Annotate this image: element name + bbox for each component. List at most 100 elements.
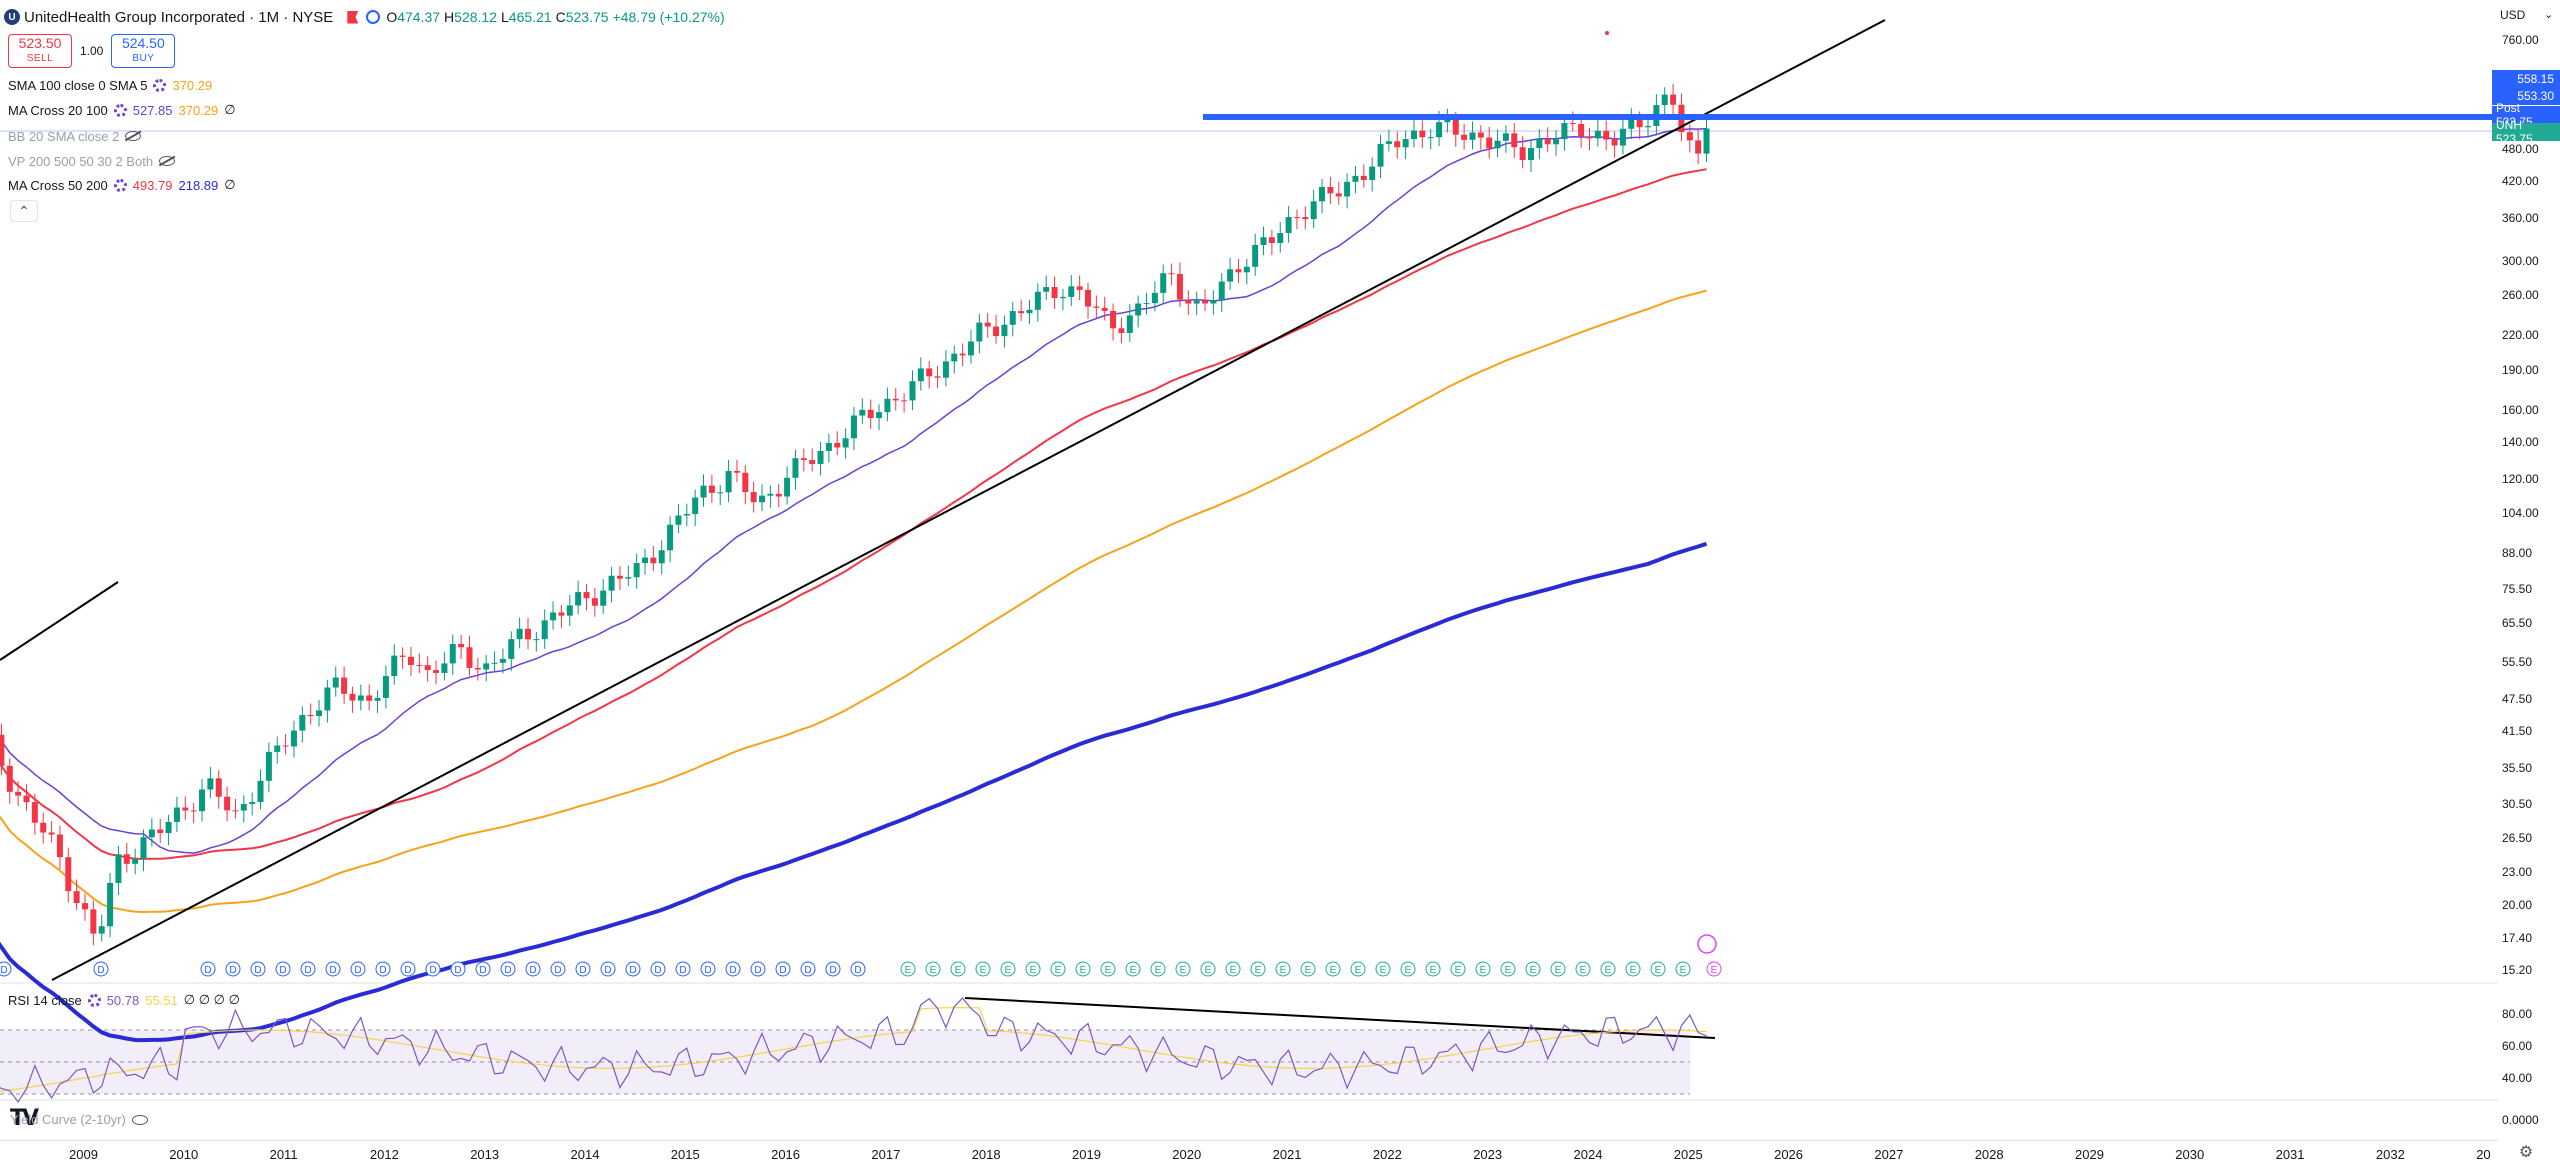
earnings-marker: E	[1455, 965, 1462, 976]
dividend-marker-bg	[0, 961, 12, 977]
sell-price: 523.50	[18, 35, 62, 51]
rsi-axis-label: 80.00	[2502, 1007, 2533, 1021]
candle-body	[600, 590, 607, 606]
trendline	[51, 19, 1886, 981]
hidden-eye-icon[interactable]	[159, 156, 176, 166]
price-axis[interactable]: 760.00600.00480.00420.00360.00300.00260.…	[2498, 0, 2560, 1140]
dividend-marker: D	[404, 965, 411, 976]
candle-body	[341, 677, 348, 694]
candle-body	[767, 493, 774, 496]
candle-body	[1135, 303, 1142, 316]
candle-body	[1628, 118, 1635, 129]
rsi-legend[interactable]: RSI 14 close 50.78 55.51 ∅ ∅ ∅ ∅	[8, 992, 240, 1008]
time-label: 2020	[1172, 1147, 1202, 1162]
earnings-marker-bg	[1500, 961, 1516, 977]
candle-body	[15, 791, 22, 796]
settings-icon[interactable]	[113, 178, 127, 192]
candle-body	[1218, 281, 1225, 301]
dividend-marker-bg	[425, 961, 441, 977]
hidden-eye-icon[interactable]	[125, 131, 142, 141]
drawn-trendlines[interactable]	[0, 19, 2498, 1039]
candle-body	[1034, 291, 1041, 310]
collapse-legend-button[interactable]: ⌃	[10, 200, 38, 222]
indicator-vp[interactable]: VP 200 500 50 30 2 Both	[8, 152, 176, 170]
earnings-marker-bg	[1425, 961, 1441, 977]
flag-icon[interactable]	[347, 10, 359, 24]
price-label: 260.00	[2502, 287, 2539, 302]
settings-icon[interactable]	[153, 78, 167, 92]
indicator-bb[interactable]: BB 20 SMA close 2	[8, 127, 142, 145]
price-label: 104.00	[2502, 505, 2539, 520]
dividend-marker-bg	[300, 961, 316, 977]
currency-selector[interactable]: USD	[2500, 8, 2526, 22]
spread-value: 1.00	[80, 44, 104, 58]
sell-button[interactable]: 523.50 SELL	[8, 34, 72, 68]
time-label: 2021	[1272, 1147, 1302, 1162]
indicator-value: 493.79	[132, 177, 173, 193]
time-label: 2016	[771, 1147, 801, 1162]
candle-body	[449, 643, 456, 664]
yield-curve-legend[interactable]: Yield Curve (2-10yr)	[8, 1112, 148, 1127]
market-status-icon[interactable]	[366, 10, 381, 24]
candle-body	[508, 639, 515, 659]
tradingview-logo-icon[interactable]: TV	[10, 1106, 39, 1131]
dividend-marker: D	[804, 965, 811, 976]
indicator-ma-cross-20-100[interactable]: MA Cross 20 100 527.85 370.29 ∅	[8, 101, 236, 119]
rsi-trendline	[964, 997, 1716, 1039]
candle-body	[357, 695, 364, 701]
gear-icon[interactable]: ⚙	[2518, 1144, 2534, 1161]
candle-body	[1469, 132, 1476, 140]
candle-body	[708, 485, 715, 493]
chevron-down-icon[interactable]: ⌄	[2544, 9, 2554, 21]
candle-body	[825, 442, 832, 451]
candlesticks	[0, 83, 1710, 946]
earnings-marker: E	[1680, 965, 1687, 976]
candle-body	[1210, 300, 1217, 304]
earnings-marker: E	[1355, 965, 1362, 976]
price-tag: 558.15	[2492, 70, 2560, 88]
time-label: 2032	[2375, 1147, 2405, 1162]
candle-body	[82, 903, 88, 910]
rsi-pane[interactable]	[0, 997, 1707, 1104]
candle-body	[48, 832, 55, 835]
candle-body	[675, 515, 682, 525]
earnings-marker: E	[1005, 965, 1012, 976]
symbol-title[interactable]: UnitedHealth Group Incorporated · 1M · N…	[24, 8, 334, 26]
candle-body	[792, 458, 799, 478]
settings-icon[interactable]	[113, 103, 127, 117]
candle-body	[667, 524, 674, 551]
symbol-logo-icon: U	[4, 9, 20, 25]
ohlc-low: L465.21	[500, 9, 552, 25]
price-label: 360.00	[2502, 210, 2539, 225]
candle-body	[1486, 137, 1493, 149]
candle-body	[207, 778, 214, 790]
candle-body	[1502, 133, 1509, 141]
indicator-sma100[interactable]: SMA 100 close 0 SMA 5 370.29	[8, 76, 212, 94]
hidden-eye-icon[interactable]	[131, 1114, 148, 1125]
time-label: 2009	[69, 1147, 98, 1162]
candle-body	[1293, 217, 1300, 219]
candle-body	[558, 612, 565, 616]
candle-body	[717, 492, 724, 494]
buy-button[interactable]: 524.50 BUY	[111, 34, 176, 68]
settings-icon[interactable]	[87, 993, 101, 1007]
price-label: 55.50	[2502, 655, 2533, 670]
candle-body	[1661, 94, 1668, 106]
candle-body	[399, 655, 406, 657]
earnings-marker-bg	[1600, 961, 1616, 977]
candle-body	[1619, 128, 1626, 146]
price-label: 120.00	[2502, 471, 2539, 486]
candle-body	[173, 807, 180, 822]
price-label: 26.50	[2502, 830, 2533, 845]
symbol-row[interactable]: U UnitedHealth Group Incorporated · 1M ·…	[4, 6, 729, 28]
indicator-ma-cross-50-200[interactable]: MA Cross 50 200 493.79 218.89 ∅	[8, 176, 236, 194]
candle-body	[23, 795, 30, 803]
time-label: 2027	[1874, 1147, 1904, 1162]
time-axis[interactable]: 2009 2010 2011 2012 2013 2014 2015 2016 2017 2018…	[0, 1140, 2498, 1166]
earnings-marker-bg	[1675, 961, 1691, 977]
earnings-marker: E	[1380, 965, 1387, 976]
candle-body	[942, 361, 949, 378]
dividend-marker-bg	[550, 961, 566, 977]
